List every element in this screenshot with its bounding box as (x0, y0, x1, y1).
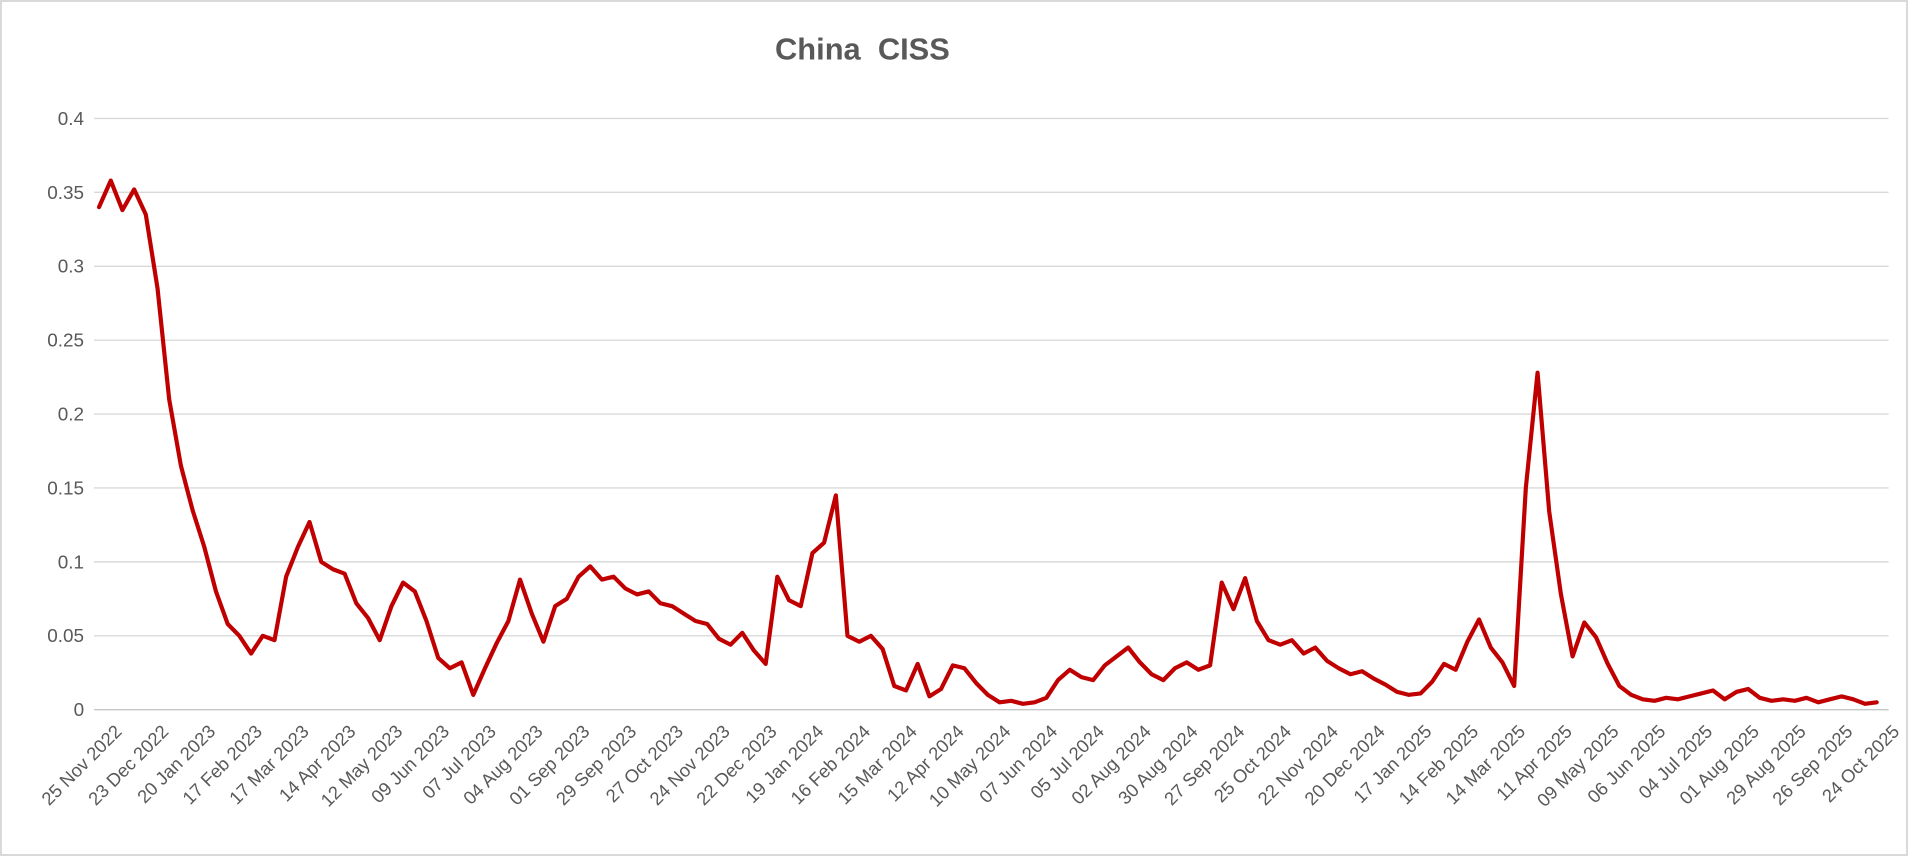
y-axis-tick-label: 0.05 (47, 626, 84, 647)
y-axis-tick-label: 0.2 (58, 405, 84, 426)
y-axis-tick-label: 0.25 (47, 331, 84, 352)
y-axis-tick-label: 0.1 (58, 552, 84, 573)
y-axis-tick-label: 0.15 (47, 478, 84, 499)
y-axis-tick-label: 0 (74, 700, 85, 721)
y-axis-tick-label: 0.4 (58, 109, 84, 130)
series-line-china-ciss (96, 178, 1879, 706)
gridlines (94, 117, 1889, 711)
chart-title: China CISS (775, 32, 950, 67)
y-axis-labels: 0 0.05 0.1 0.15 0.2 0.25 0.3 0.35 0.4 (47, 109, 84, 721)
y-axis-tick-label: 0.35 (47, 183, 84, 204)
y-axis-tick-label: 0.3 (58, 257, 84, 278)
